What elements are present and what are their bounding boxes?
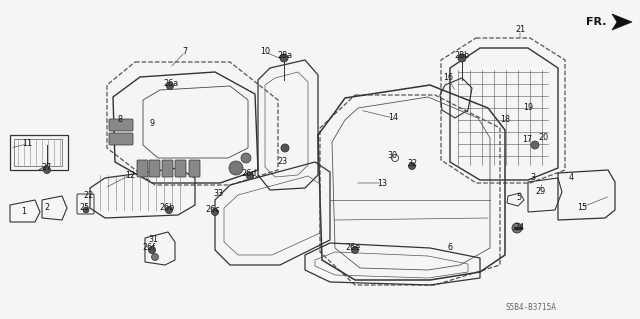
Text: 17: 17 [522,136,532,145]
FancyBboxPatch shape [137,160,148,177]
Circle shape [148,247,156,254]
Text: 29: 29 [535,188,545,197]
Text: 27: 27 [42,164,52,173]
Text: 3: 3 [531,174,536,182]
Circle shape [351,247,358,254]
Text: 16: 16 [443,73,453,83]
Circle shape [241,153,251,163]
Circle shape [44,167,51,174]
Text: 5: 5 [516,194,522,203]
Text: 26b: 26b [159,204,175,212]
Text: 25: 25 [80,204,90,212]
Text: 19: 19 [523,103,533,113]
Text: 15: 15 [577,203,587,211]
Circle shape [531,141,539,149]
FancyBboxPatch shape [109,133,133,145]
Text: 9: 9 [149,118,155,128]
Text: 12: 12 [125,170,135,180]
Text: 14: 14 [388,114,398,122]
Text: 8: 8 [118,115,122,123]
Text: 33: 33 [213,189,223,197]
Text: 7: 7 [182,48,188,56]
Text: 21: 21 [515,26,525,34]
Text: S5B4-B3715A: S5B4-B3715A [505,303,556,313]
Text: 4: 4 [568,174,573,182]
Circle shape [280,54,288,62]
Circle shape [211,209,218,216]
Text: 11: 11 [22,139,32,149]
Text: 1: 1 [22,207,26,217]
Circle shape [166,83,173,90]
FancyBboxPatch shape [189,160,200,177]
Polygon shape [612,14,632,30]
Text: 32: 32 [407,159,417,167]
Text: 2: 2 [44,204,49,212]
Text: 10: 10 [260,48,270,56]
Circle shape [152,254,159,261]
FancyBboxPatch shape [109,119,133,131]
Text: 20: 20 [538,133,548,143]
Circle shape [229,161,243,175]
Text: 23: 23 [277,158,287,167]
Text: FR.: FR. [586,17,606,27]
Text: 26a: 26a [163,79,179,88]
Text: 24: 24 [514,224,524,233]
Text: 26e: 26e [346,243,360,253]
FancyBboxPatch shape [175,160,186,177]
Text: 28b: 28b [454,50,470,60]
Text: 26d: 26d [241,169,257,179]
Text: 22: 22 [83,191,93,201]
FancyBboxPatch shape [149,160,160,177]
Text: 18: 18 [500,115,510,124]
Text: 13: 13 [377,179,387,188]
Circle shape [458,54,466,62]
Text: 26f: 26f [143,243,156,253]
Circle shape [246,173,253,180]
Circle shape [166,206,173,213]
Circle shape [408,162,415,169]
Text: 31: 31 [148,235,158,244]
Text: 6: 6 [447,243,452,253]
Text: 28a: 28a [277,50,292,60]
Circle shape [281,144,289,152]
Text: 30: 30 [387,151,397,160]
Text: 26c: 26c [205,205,220,214]
FancyBboxPatch shape [162,160,173,177]
Circle shape [83,207,89,213]
Circle shape [512,223,522,233]
